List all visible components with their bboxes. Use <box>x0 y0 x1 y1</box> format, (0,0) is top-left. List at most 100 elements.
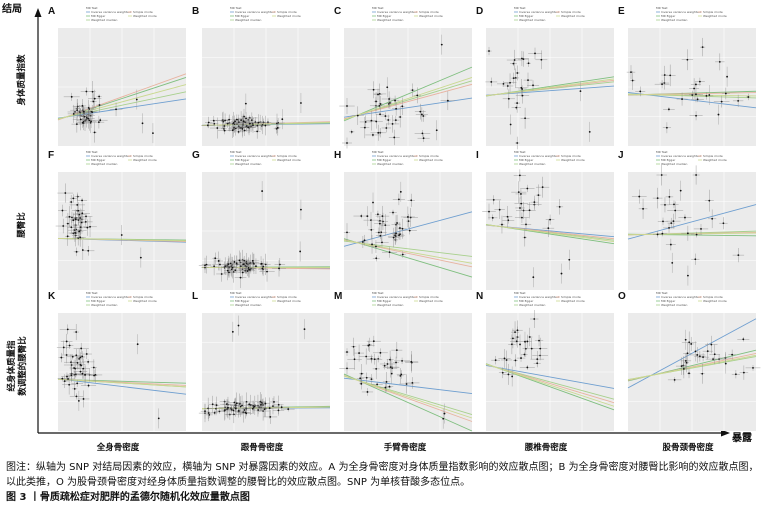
snp-point <box>263 408 266 411</box>
snp-point <box>61 377 64 380</box>
panel-letter: I <box>476 150 479 161</box>
snp-point <box>443 412 446 415</box>
snp-point <box>277 409 280 412</box>
snp-point <box>228 118 231 121</box>
snp-point <box>350 130 353 133</box>
legend-item: Simple mode <box>703 295 723 299</box>
snp-point <box>269 416 272 418</box>
snp-point <box>85 353 88 355</box>
snp-point <box>388 98 391 100</box>
row-labels: 身体质量指数 腰臀比 经身体质量指数调整的腰臀比 <box>6 54 28 396</box>
fit-line-ivw <box>343 377 473 394</box>
legend-item: Weighted mode <box>561 299 585 303</box>
snp-point <box>76 382 79 385</box>
legend-item: Weighted median <box>235 162 261 166</box>
fit-line-wmedian <box>343 240 473 257</box>
snp-point <box>66 222 69 225</box>
snp-point <box>420 113 423 116</box>
snp-point <box>506 85 509 87</box>
snp-point <box>220 273 223 275</box>
snp-point <box>656 233 659 236</box>
snp-point <box>549 218 551 221</box>
legend-item: Weighted mode <box>277 299 301 303</box>
snp-point <box>515 106 518 109</box>
legend-header: MR Test <box>514 150 526 154</box>
snp-point <box>394 234 397 237</box>
legend-item: Inverse variance weighted <box>91 10 131 14</box>
snp-point <box>358 352 360 354</box>
snp-point <box>742 371 745 374</box>
fit-line-wmode <box>485 78 615 97</box>
panel-letter: F <box>48 150 54 161</box>
snp-point <box>223 125 226 127</box>
snp-point <box>541 186 544 189</box>
fit-line-wmode <box>343 239 473 264</box>
snp-point <box>88 119 91 122</box>
snp-point <box>507 97 510 100</box>
snp-point <box>516 142 519 144</box>
snp-point <box>86 226 89 229</box>
snp-point <box>360 382 363 385</box>
snp-point <box>512 337 514 340</box>
col-label-arm-bmd: 手臂骨密度 <box>384 442 427 453</box>
legend-item: Weighted mode <box>561 14 585 18</box>
snp-point <box>686 352 689 355</box>
legend-item: Inverse variance weighted <box>235 295 275 299</box>
snp-point <box>713 353 716 356</box>
legend-item: Inverse variance weighted <box>661 154 701 158</box>
snp-point <box>686 58 689 61</box>
snp-point <box>253 262 255 265</box>
snp-point <box>360 215 363 217</box>
snp-point <box>527 62 530 65</box>
snp-point <box>686 232 689 235</box>
snp-point <box>521 88 524 90</box>
snp-point <box>245 125 248 127</box>
snp-point <box>204 410 206 413</box>
snp-point <box>235 118 238 121</box>
legend-item: Weighted mode <box>703 158 727 162</box>
snp-point <box>99 119 102 122</box>
snp-point <box>668 227 670 229</box>
snp-point <box>79 118 82 121</box>
snp-point <box>62 346 65 349</box>
snp-point <box>247 126 250 129</box>
snp-point <box>401 105 404 108</box>
snp-point <box>90 120 92 123</box>
legend-header: MR Test <box>656 6 668 10</box>
snp-point <box>115 108 117 111</box>
snp-point <box>240 119 243 121</box>
snp-point <box>724 92 727 95</box>
snp-point <box>243 115 245 118</box>
panel-letter: D <box>476 6 483 17</box>
col-label-total-body-bmd: 全身骨密度 <box>96 442 140 453</box>
snp-point <box>446 99 449 102</box>
snp-point <box>370 228 373 231</box>
snp-point <box>526 366 529 369</box>
snp-point <box>98 104 101 106</box>
snp-point <box>278 263 281 266</box>
x-axis-arrow-icon <box>721 429 730 437</box>
legend-header: MR Test <box>230 150 242 154</box>
snp-point <box>139 256 142 259</box>
legend-item: Inverse variance weighted <box>519 154 559 158</box>
snp-point <box>87 249 90 252</box>
fit-line-wmode <box>485 224 615 243</box>
snp-point <box>411 89 414 92</box>
snp-point <box>81 105 84 107</box>
snp-point <box>388 385 391 388</box>
snp-point <box>204 264 206 267</box>
snp-point <box>393 136 396 139</box>
snp-point <box>524 117 526 120</box>
snp-point <box>372 201 374 204</box>
legend-item: Simple mode <box>561 154 581 158</box>
snp-point <box>639 90 642 93</box>
snp-point <box>360 372 363 375</box>
snp-point <box>391 123 394 125</box>
snp-point <box>262 121 265 124</box>
row-label-whr-adj-bmi: 经身体质量指数调整的腰臀比 <box>6 336 28 396</box>
snp-point <box>79 236 82 239</box>
